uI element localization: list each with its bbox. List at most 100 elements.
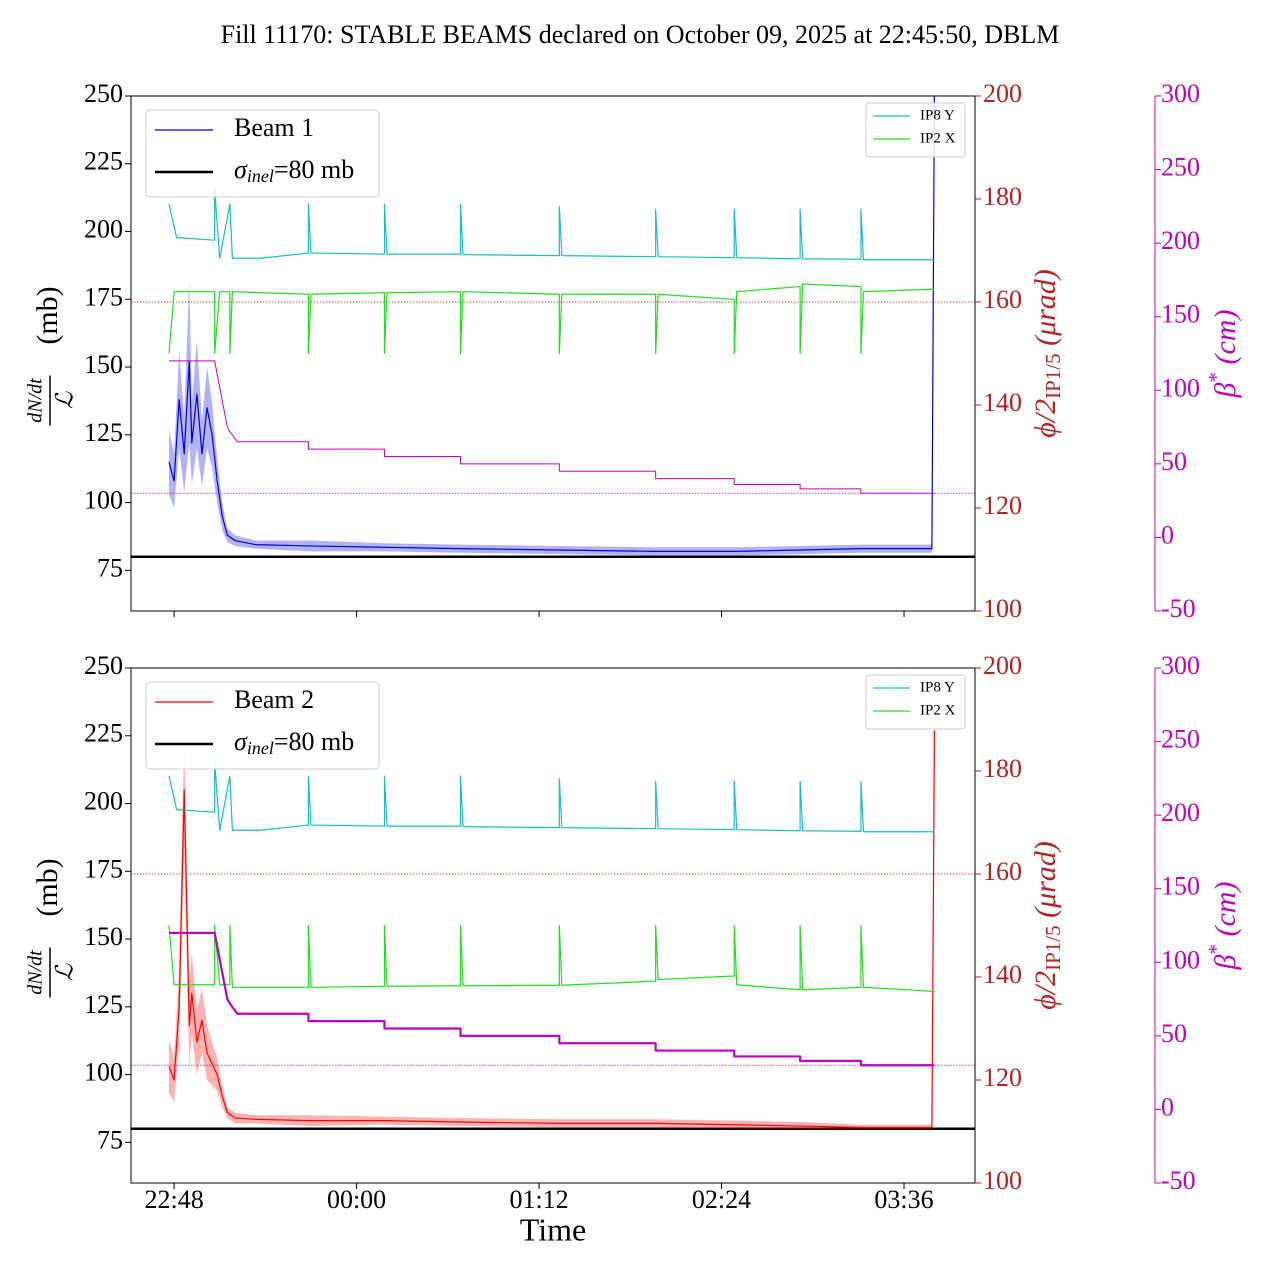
y2-label-main: ϕ/2 (1029, 399, 1062, 438)
series-line (168, 924, 935, 993)
legend-suffix: =80 mb (274, 727, 354, 756)
y-label-numerator: dN/dt (25, 950, 47, 995)
series-line (169, 360, 935, 494)
y3-tick-label: -50 (1161, 594, 1196, 623)
y-tick-label: 200 (84, 786, 123, 815)
legend-box (145, 109, 380, 198)
y2-axis-label: ϕ/2IP1/5 (μrad) (1029, 269, 1065, 438)
y2-label-sub: IP1/5 (1041, 925, 1065, 971)
y3-label-main: β (1209, 382, 1242, 398)
y3-label-sup: * (1204, 944, 1228, 955)
y-tick-label: 175 (84, 282, 123, 311)
y-tick-label: 125 (84, 418, 123, 447)
x-tick-label: 01:12 (509, 1185, 568, 1214)
y3-tick-label: -50 (1161, 1166, 1196, 1195)
y3-tick-label: 200 (1161, 226, 1200, 255)
legend-label: σinel=80 mb (234, 155, 354, 186)
y-tick-label: 100 (84, 1058, 123, 1087)
y-label-denominator: ℒ (53, 963, 79, 981)
series-line (168, 96, 935, 552)
y3-tick-label: 100 (1161, 373, 1200, 402)
y3-tick-label: 0 (1161, 1092, 1174, 1121)
x-tick-label: 00:00 (327, 1185, 386, 1214)
y-tick-label: 225 (84, 147, 123, 176)
y2-label-main: ϕ/2 (1029, 971, 1062, 1010)
y-tick-label: 75 (97, 553, 123, 582)
y-tick-label: 250 (84, 79, 123, 108)
y3-tick-label: 50 (1161, 447, 1187, 476)
y3-tick-label: 0 (1161, 520, 1174, 549)
y2-tick-label: 100 (983, 594, 1022, 623)
legend-label: IP2 X (920, 702, 956, 718)
legend-label: Beam 1 (234, 113, 314, 142)
y-tick-label: 250 (84, 651, 123, 680)
y-label-denominator: ℒ (53, 391, 79, 409)
y2-tick-label: 120 (983, 491, 1022, 520)
y3-tick-label: 150 (1161, 872, 1200, 901)
series-line (169, 931, 935, 1067)
y2-tick-label: 160 (983, 285, 1022, 314)
x-tick-label: 02:24 (692, 1185, 751, 1214)
y3-tick-label: 300 (1161, 651, 1200, 680)
y2-tick-label: 200 (983, 79, 1022, 108)
x-tick-label: 22:48 (144, 1185, 203, 1214)
y-label-numerator: dN/dt (25, 378, 47, 423)
y3-tick-label: 100 (1161, 945, 1200, 974)
y-tick-label: 75 (97, 1125, 123, 1154)
y3-label-unit: (cm) (1209, 882, 1242, 944)
series-line (168, 730, 936, 1129)
legend-label: σinel=80 mb (234, 727, 354, 758)
y-tick-label: 175 (84, 854, 123, 883)
y2-label-unit: (μrad) (1029, 269, 1062, 353)
y2-tick-label: 160 (983, 857, 1022, 886)
y2-tick-label: 100 (983, 1166, 1022, 1195)
legend-label: IP2 X (920, 130, 956, 146)
y-axis-label: dN/dt ℒ (mb) (25, 858, 79, 998)
legend-sub: inel (247, 738, 274, 758)
y2-axis-label: ϕ/2IP1/5 (μrad) (1029, 841, 1065, 1010)
y3-tick-label: 50 (1161, 1019, 1187, 1048)
y2-tick-label: 180 (983, 754, 1022, 783)
y3-label-main: β (1209, 954, 1242, 970)
y-tick-label: 225 (84, 719, 123, 748)
axes-frame (130, 667, 976, 1184)
y3-label-sup: * (1204, 372, 1228, 383)
legend-suffix: =80 mb (274, 155, 354, 184)
legend-symbol: σ (234, 155, 248, 184)
y-axis-label: dN/dt ℒ (mb) (25, 286, 79, 426)
y-tick-label: 150 (84, 350, 123, 379)
plot-area (131, 96, 975, 559)
axes-frame (130, 95, 976, 612)
y3-tick-label: 150 (1161, 300, 1200, 329)
series-line (168, 760, 935, 833)
y-tick-label: 200 (84, 214, 123, 243)
plot-area (131, 730, 975, 1131)
figure-title: Fill 11170: STABLE BEAMS declared on Oct… (221, 20, 1060, 49)
y-label-unit: (mb) (31, 858, 64, 916)
series-line (168, 188, 935, 261)
legend-label: IP8 Y (920, 679, 955, 695)
x-tick-label: 03:36 (874, 1185, 933, 1214)
y2-tick-label: 140 (983, 388, 1022, 417)
legend-label: IP8 Y (920, 107, 955, 123)
y3-tick-label: 250 (1161, 153, 1200, 182)
y2-label-unit: (μrad) (1029, 841, 1062, 925)
y3-tick-label: 200 (1161, 798, 1200, 827)
y-tick-label: 100 (84, 486, 123, 515)
y-label-unit: (mb) (31, 286, 64, 344)
y3-label-unit: (cm) (1209, 310, 1242, 372)
legend-box (145, 681, 380, 770)
y2-tick-label: 140 (983, 960, 1022, 989)
y3-axis-label: β* (cm) (1204, 882, 1242, 971)
y2-tick-label: 180 (983, 182, 1022, 211)
x-axis-label: Time (520, 1211, 586, 1247)
legend-sub: inel (247, 166, 274, 186)
series-line (168, 283, 935, 355)
y2-label-sub: IP1/5 (1041, 353, 1065, 399)
y2-tick-label: 120 (983, 1063, 1022, 1092)
legend-symbol: σ (234, 727, 248, 756)
y-tick-label: 125 (84, 990, 123, 1019)
y3-axis-label: β* (cm) (1204, 310, 1242, 399)
y2-tick-label: 200 (983, 651, 1022, 680)
